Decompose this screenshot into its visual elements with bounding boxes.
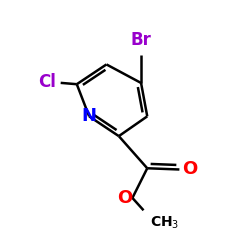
Text: O: O <box>118 189 132 207</box>
Text: Cl: Cl <box>38 73 56 91</box>
Text: Br: Br <box>131 31 152 49</box>
Text: N: N <box>82 107 97 125</box>
Text: O: O <box>182 160 197 178</box>
Text: CH$_3$: CH$_3$ <box>150 214 179 231</box>
